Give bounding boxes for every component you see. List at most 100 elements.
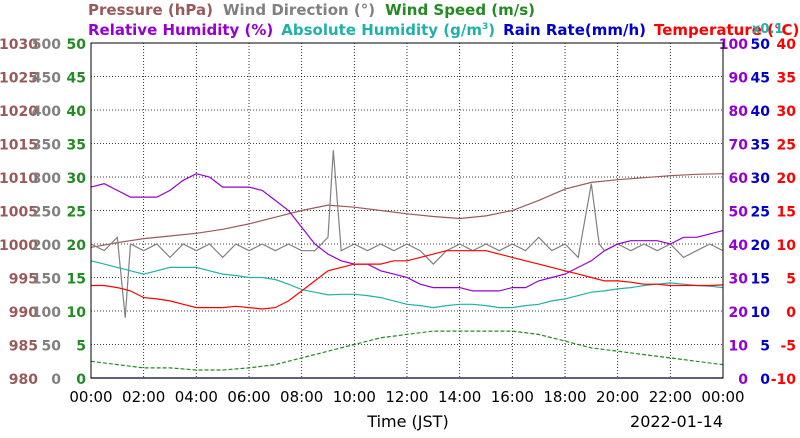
- x-axis-label: Time (JST): [366, 412, 448, 431]
- wind_direction-tick-label: 500: [32, 37, 61, 53]
- wind_speed-tick-label: 40: [67, 104, 87, 120]
- x-tick-label: 14:00: [438, 388, 481, 406]
- x-tick-label: 00:00: [69, 388, 112, 406]
- relative_humidity-tick-label: 30: [729, 272, 749, 288]
- legend-entry: Rain Rate(mm/h): [503, 21, 646, 39]
- x-tick-label: 16:00: [491, 388, 534, 406]
- temperature-tick-label: 40: [777, 37, 797, 53]
- pressure-tick-label: 985: [9, 339, 38, 355]
- rain-scale-note: x0.1: [752, 22, 783, 37]
- legend-text: Rain Rate(mm/h): [503, 21, 646, 39]
- x-axis: 00:00 02:00 04:00 06:00 08:00 10:00 12:00 14:00…: [69, 388, 744, 406]
- wind_speed-tick-label: 50: [67, 37, 87, 53]
- wind_speed-tick-label: 25: [67, 205, 86, 221]
- pressure-tick-label: 1020: [0, 104, 38, 120]
- rain_rate-tick-label: 30: [751, 171, 771, 187]
- relative_humidity-tick-label: 0: [738, 372, 748, 388]
- x-tick-label: 00:00: [701, 388, 744, 406]
- legend-entry: Absolute Humidity (g/m3): [281, 21, 495, 39]
- rain_rate-tick-label: 15: [751, 272, 770, 288]
- right-axes: 1009080706050403020100504540353025201510…: [719, 37, 796, 388]
- pressure-tick-label: 1010: [0, 171, 38, 187]
- rain_rate-tick-label: 25: [751, 205, 770, 221]
- legend-entry: Relative Humidity (%): [88, 21, 273, 39]
- relative_humidity-tick-label: 20: [729, 305, 749, 321]
- relative_humidity-tick-label: 90: [729, 71, 749, 87]
- pressure-tick-label: 995: [9, 272, 38, 288]
- wind_direction-tick-label: 400: [32, 104, 61, 120]
- rain_rate-tick-label: 45: [751, 71, 770, 87]
- relative_humidity-tick-label: 100: [719, 37, 748, 53]
- wind_speed-tick-label: 20: [67, 238, 87, 254]
- x-tick-label: 12:00: [385, 388, 428, 406]
- wind_direction-tick-label: 350: [32, 138, 61, 154]
- rain_rate-tick-label: 50: [751, 37, 771, 53]
- x-tick-label: 10:00: [333, 388, 376, 406]
- wind_speed-tick-label: 10: [67, 305, 87, 321]
- legend-entry: Pressure (hPa): [88, 1, 213, 19]
- series-absolute-humidity: [90, 260, 724, 309]
- x-tick-label: 20:00: [596, 388, 639, 406]
- pressure-tick-label: 990: [9, 305, 38, 321]
- temperature-tick-label: -5: [780, 339, 796, 355]
- temperature-tick-label: 10: [777, 238, 797, 254]
- relative_humidity-tick-label: 70: [729, 138, 749, 154]
- pressure-tick-label: 1000: [0, 238, 38, 254]
- wind_direction-tick-label: 50: [42, 339, 62, 355]
- pressure-tick-label: 1005: [0, 205, 38, 221]
- wind_speed-tick-label: 0: [76, 372, 86, 388]
- wind_direction-tick-label: 150: [32, 272, 61, 288]
- series-relative-humidity: [90, 173, 724, 292]
- temperature-tick-label: 0: [786, 305, 796, 321]
- temperature-tick-label: 20: [777, 171, 797, 187]
- temperature-tick-label: 25: [777, 138, 796, 154]
- date-label: 2022-01-14: [630, 412, 723, 431]
- relative_humidity-tick-label: 10: [729, 339, 749, 355]
- legend: Pressure (hPa) Wind Direction (°) Wind Spe…: [88, 1, 799, 39]
- temperature-tick-label: 5: [786, 272, 796, 288]
- x-tick-label: 22:00: [649, 388, 692, 406]
- temperature-tick-label: 15: [777, 205, 796, 221]
- relative_humidity-tick-label: 60: [729, 171, 749, 187]
- wind_speed-tick-label: 35: [67, 138, 86, 154]
- temperature-tick-label: 30: [777, 104, 797, 120]
- x-tick-label: 04:00: [175, 388, 218, 406]
- wind_speed-tick-label: 15: [67, 272, 86, 288]
- wind_speed-tick-label: 45: [67, 71, 86, 87]
- temperature-tick-label: -10: [771, 372, 797, 388]
- wind_direction-tick-label: 100: [32, 305, 61, 321]
- pressure-tick-label: 1025: [0, 71, 38, 87]
- x-tick-label: 06:00: [227, 388, 270, 406]
- left-axes: 1030102510201015101010051000995990985980…: [0, 37, 86, 388]
- legend-entry: Wind Direction (°): [223, 1, 375, 19]
- wind_direction-tick-label: 0: [51, 372, 61, 388]
- pressure-tick-label: 1015: [0, 138, 38, 154]
- x-tick-label: 18:00: [543, 388, 586, 406]
- relative_humidity-tick-label: 80: [729, 104, 749, 120]
- rain_rate-tick-label: 20: [751, 238, 771, 254]
- legend-text: ): [488, 21, 495, 39]
- legend-entry: Temperature (°C): [654, 21, 799, 39]
- x-tick-label: 02:00: [122, 388, 165, 406]
- relative_humidity-tick-label: 40: [729, 238, 749, 254]
- rain_rate-tick-label: 40: [751, 104, 771, 120]
- wind_direction-tick-label: 300: [32, 171, 61, 187]
- series-pressure: [90, 173, 724, 248]
- plot-frame: [90, 42, 724, 379]
- rain_rate-tick-label: 0: [760, 372, 770, 388]
- legend-text: Temperature (°C): [654, 21, 799, 39]
- wind_speed-tick-label: 30: [67, 171, 87, 187]
- legend-superscript: 3: [482, 22, 488, 32]
- rain_rate-tick-label: 5: [760, 339, 770, 355]
- grid: [91, 43, 723, 378]
- rain_rate-tick-label: 10: [751, 305, 771, 321]
- wind_direction-tick-label: 200: [32, 238, 61, 254]
- relative_humidity-tick-label: 50: [729, 205, 749, 221]
- series-temperature: [91, 250, 724, 310]
- wind_direction-tick-label: 450: [32, 71, 61, 87]
- legend-entry: Wind Speed (m/s): [385, 1, 535, 19]
- rain_rate-tick-label: 35: [751, 138, 770, 154]
- wind_speed-tick-label: 5: [76, 339, 86, 355]
